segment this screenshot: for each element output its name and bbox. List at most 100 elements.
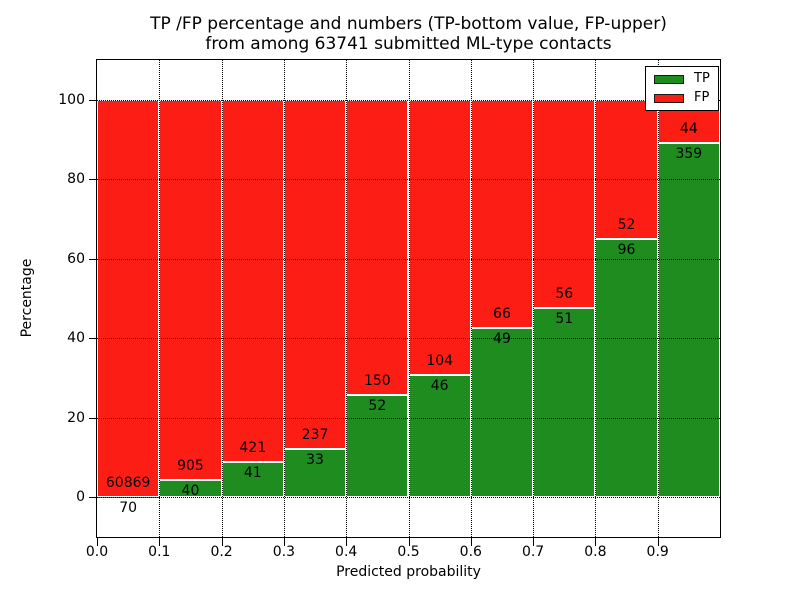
x-tick-mark [346, 538, 348, 546]
h-gridline [97, 338, 720, 340]
h-gridline [97, 179, 720, 181]
h-gridline [97, 258, 720, 260]
bar-segment-fp [159, 99, 222, 481]
legend-swatch-tp [654, 74, 684, 84]
x-tick-mark [470, 538, 472, 546]
x-tick-label: 0.2 [210, 544, 233, 560]
bar-segment-tp [595, 239, 658, 498]
v-gridline [346, 60, 348, 537]
bar-segment-tp [470, 327, 534, 498]
chart-title: TP /FP percentage and numbers (TP-bottom… [97, 14, 720, 54]
y-tick-label: 40 [67, 330, 85, 347]
legend-label: TP [694, 71, 710, 86]
fp-count-label: 44 [679, 121, 698, 138]
fp-count-label: 104 [426, 353, 454, 370]
bar-segment-fp [533, 99, 596, 308]
bar-segment-fp [283, 99, 347, 449]
x-tick-label: 0.3 [272, 544, 296, 560]
x-tick-label: 0.5 [397, 544, 420, 560]
fp-count-label: 237 [301, 426, 329, 443]
x-tick-mark [159, 538, 161, 546]
h-gridline [97, 417, 720, 419]
bar-segment-fp [221, 99, 284, 462]
y-tick-label: 80 [67, 171, 85, 188]
bar-segment-tp [533, 307, 596, 498]
x-tick-mark [283, 538, 285, 546]
legend: TP FP [645, 66, 719, 111]
x-tick-mark [221, 538, 223, 546]
x-tick-label: 0.9 [646, 544, 669, 560]
bar-segment-tp [221, 461, 284, 498]
x-tick-label: 0.8 [584, 544, 607, 560]
x-tick-mark [408, 538, 410, 546]
x-tick-label: 0.0 [85, 544, 109, 560]
tp-count-label: 52 [368, 397, 387, 414]
x-tick-mark [657, 538, 659, 546]
tp-count-label: 33 [306, 451, 324, 468]
y-axis-label: Percentage [19, 258, 35, 338]
fp-count-label: 60869 [105, 474, 151, 491]
y-tick-label: 100 [58, 91, 85, 108]
x-tick-label: 0.1 [148, 544, 171, 560]
x-tick-label: 0.4 [335, 544, 358, 560]
v-gridline [221, 60, 223, 537]
v-gridline [533, 60, 535, 537]
legend-entry-tp: TP [654, 72, 710, 86]
y-tick-mark [89, 99, 97, 101]
x-tick-mark [533, 538, 535, 546]
tp-count-label: 96 [617, 242, 636, 259]
y-tick-mark [89, 179, 97, 181]
x-axis-label: Predicted probability [336, 564, 481, 580]
tp-count-label: 41 [243, 464, 262, 481]
bar-segment-fp [470, 99, 534, 328]
tp-count-label: 40 [181, 483, 200, 500]
bar-segment-tp [657, 143, 720, 498]
bar-segment-tp [97, 496, 160, 498]
y-tick-label: 0 [76, 489, 85, 506]
y-tick-mark [89, 497, 97, 499]
y-tick-mark [89, 338, 97, 340]
x-tick-label: 0.6 [459, 544, 482, 560]
tp-count-label: 46 [430, 378, 449, 395]
axes-frame [96, 59, 721, 538]
chart-title-line1: TP /FP percentage and numbers (TP-bottom… [150, 14, 667, 34]
fp-count-label: 52 [617, 217, 636, 234]
fp-count-label: 56 [555, 285, 574, 302]
bar-segment-fp [595, 99, 658, 240]
y-tick-label: 20 [67, 409, 85, 426]
v-gridline [159, 60, 161, 537]
legend-entry-fp: FP [654, 91, 710, 105]
legend-label: FP [694, 90, 710, 105]
bar-segment-fp [346, 99, 409, 395]
h-gridline [97, 497, 720, 499]
fp-count-label: 66 [493, 305, 511, 322]
y-tick-mark [89, 417, 97, 419]
bar-segment-tp [283, 448, 347, 498]
tp-count-label: 49 [493, 330, 511, 347]
tp-count-label: 359 [675, 146, 703, 163]
v-gridline [470, 60, 472, 537]
x-tick-label: 0.7 [521, 544, 545, 560]
legend-swatch-fp [654, 93, 684, 103]
x-tick-mark [595, 538, 597, 546]
tp-count-label: 70 [119, 499, 138, 516]
bar-segment-tp [408, 375, 471, 498]
fp-count-label: 905 [177, 458, 204, 475]
v-gridline [283, 60, 285, 537]
v-gridline [408, 60, 410, 537]
bar-segment-tp [159, 480, 222, 498]
bar-segment-tp [346, 394, 409, 498]
chart-title-line2: from among 63741 submitted ML-type conta… [205, 34, 612, 54]
h-gridline [97, 99, 720, 101]
fp-count-label: 150 [363, 372, 391, 389]
bar-segment-fp [97, 99, 160, 497]
y-tick-mark [89, 258, 97, 260]
fp-count-label: 421 [239, 439, 267, 456]
v-gridline [595, 60, 597, 537]
v-gridline [657, 60, 659, 537]
y-tick-label: 60 [67, 250, 85, 267]
tp-count-label: 51 [555, 310, 574, 327]
x-tick-mark [97, 538, 98, 546]
bar-segment-fp [408, 99, 471, 376]
